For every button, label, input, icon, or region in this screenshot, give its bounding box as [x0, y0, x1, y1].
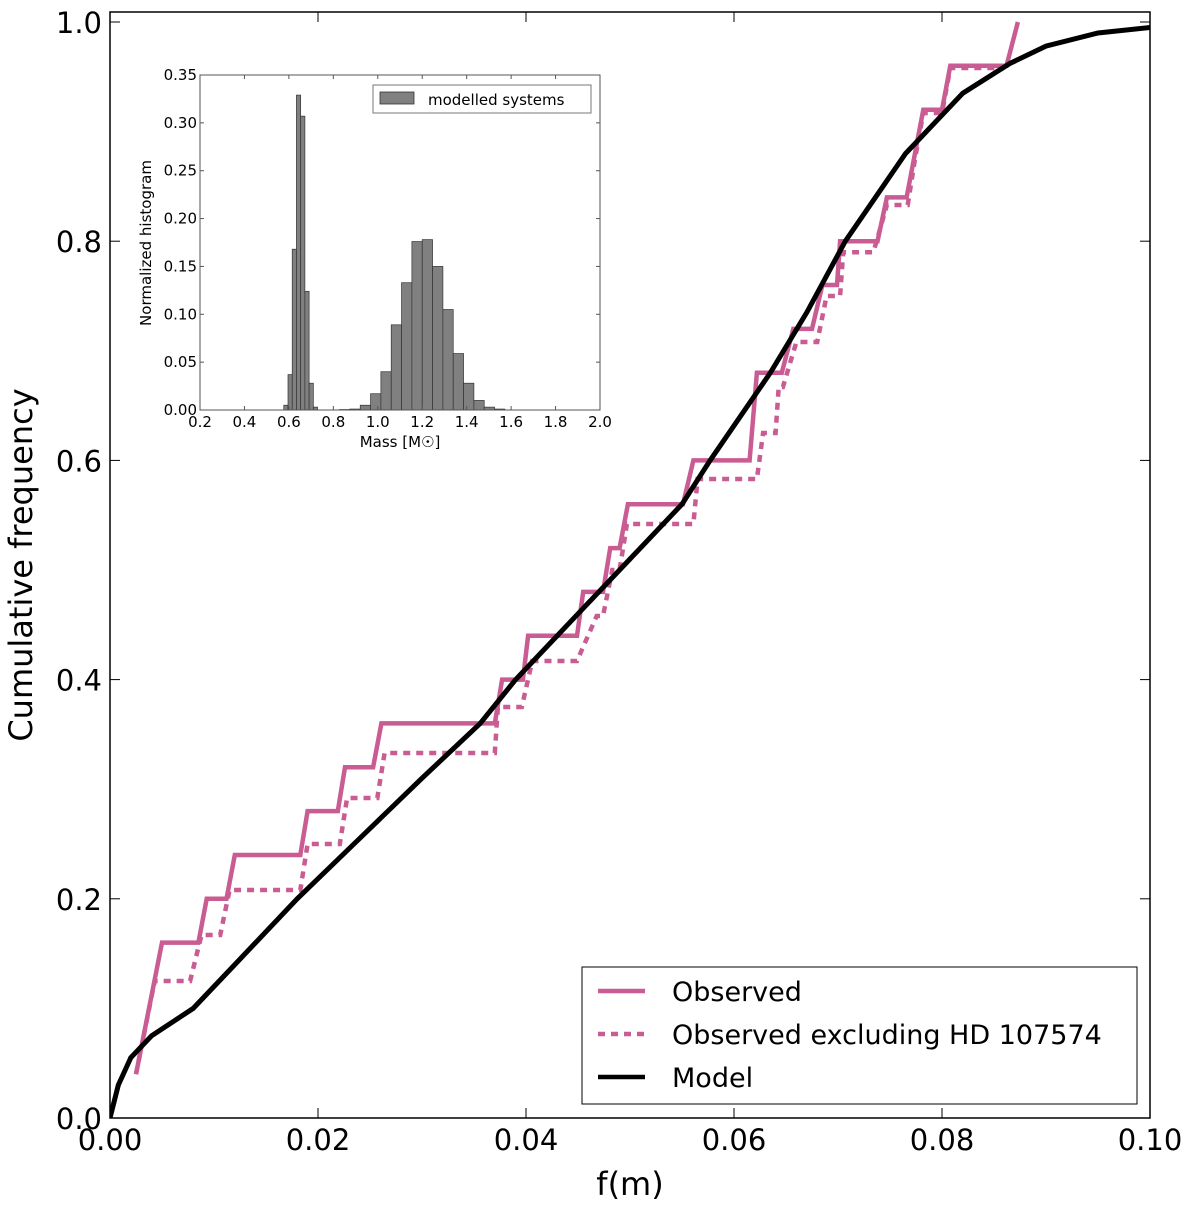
y-tick-label: 0.0 [56, 1102, 102, 1136]
histogram-bar [301, 116, 305, 410]
inset-y-tick-label: 0.00 [164, 401, 197, 419]
inset-x-axis-label: Mass [M☉] [360, 433, 441, 451]
histogram-bar [371, 394, 381, 410]
inset-y-tick-label: 0.20 [164, 210, 197, 228]
inset-x-tick-label: 2.0 [588, 413, 612, 431]
legend-label-observed: Observed [672, 977, 802, 1008]
histogram-bar [422, 240, 432, 410]
inset-y-tick-label: 0.15 [164, 257, 197, 275]
inset-x-tick-label: 1.6 [499, 413, 523, 431]
inset-y-axis-label: Normalized histogram [137, 160, 155, 326]
histogram-bar [288, 375, 292, 410]
y-tick-label: 0.6 [56, 444, 102, 478]
inset-legend-swatch [380, 92, 414, 104]
inset-legend-label: modelled systems [428, 91, 565, 109]
y-tick-label: 0.2 [56, 883, 102, 917]
histogram-bar [309, 383, 313, 410]
main-legend: Observed Observed excluding HD 107574 Mo… [582, 967, 1137, 1104]
histogram-bar [464, 383, 474, 410]
inset-x-tick-label: 0.8 [321, 413, 345, 431]
y-tick-label: 1.0 [56, 6, 102, 40]
histogram-bar [284, 405, 288, 410]
x-axis-label: f(m) [596, 1165, 663, 1203]
inset-x-tick-label: 1.8 [544, 413, 568, 431]
histogram-bar [381, 372, 391, 410]
histogram-bar [453, 354, 463, 410]
legend-label-observed-excluding: Observed excluding HD 107574 [672, 1020, 1102, 1051]
histogram-bar [412, 242, 422, 410]
inset-y-tick-label: 0.35 [164, 66, 197, 84]
inset-x-tick-label: 0.6 [277, 413, 301, 431]
inset-y-tick-label: 0.05 [164, 353, 197, 371]
inset-y-tick-label: 0.10 [164, 305, 197, 323]
x-tick-label: 0.10 [1118, 1123, 1183, 1157]
histogram-bar [443, 310, 453, 411]
histogram-bar [402, 283, 412, 410]
y-tick-label: 0.8 [56, 225, 102, 259]
y-axis-label: Cumulative frequency [2, 388, 40, 741]
histogram-bar [305, 291, 309, 410]
inset-x-tick-label: 1.2 [410, 413, 434, 431]
inset-x-tick-label: 0.4 [233, 413, 257, 431]
legend-label-model: Model [672, 1063, 753, 1094]
histogram-bar [360, 405, 370, 410]
histogram-bar [292, 249, 296, 410]
inset-x-tick-label: 1.0 [366, 413, 390, 431]
histogram-bar [296, 95, 300, 410]
inset-x-tick-label: 1.4 [455, 413, 479, 431]
histogram-bar [433, 266, 443, 410]
inset-y-tick-label: 0.25 [164, 162, 197, 180]
x-tick-label: 0.04 [494, 1123, 559, 1157]
x-tick-label: 0.02 [286, 1123, 351, 1157]
histogram-bar [391, 325, 401, 410]
x-tick-label: 0.08 [910, 1123, 975, 1157]
inset-y-tick-label: 0.30 [164, 114, 197, 132]
inset-legend: modelled systems [373, 85, 591, 113]
x-tick-label: 0.06 [702, 1123, 767, 1157]
histogram-bar [474, 400, 484, 410]
y-tick-label: 0.4 [56, 664, 102, 698]
